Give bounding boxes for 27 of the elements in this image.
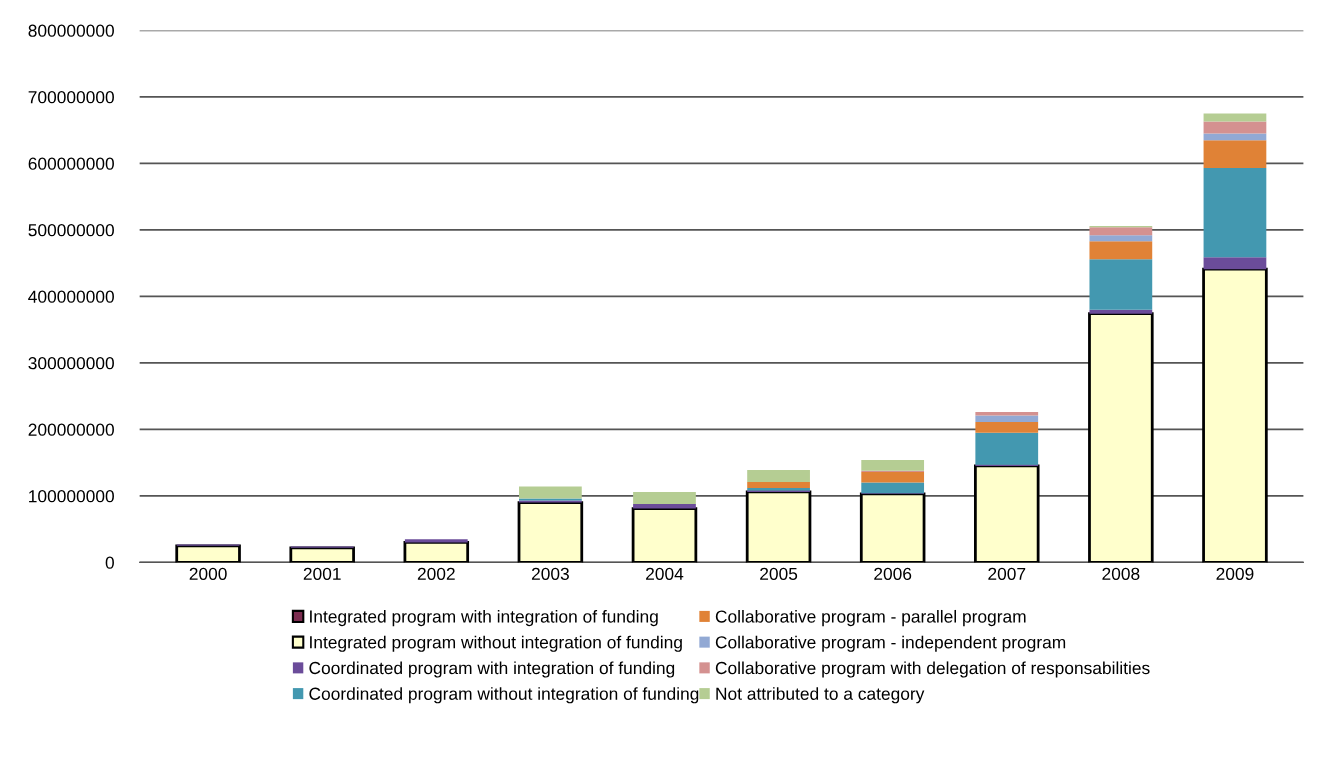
x-tick-label: 2007 — [988, 567, 1026, 581]
y-tick-label: 700000000 — [28, 91, 114, 104]
legend-label: Integrated program without integration of funding — [310, 635, 682, 652]
legend-label: Coordinated program without integration of funding — [309, 687, 699, 704]
legend-label: Coordinated program with integration of funding — [309, 661, 675, 678]
x-tick-label: 2003 — [531, 567, 569, 581]
y-tick-label: 0 — [105, 556, 114, 569]
legend-label: Integrated program with integration of funding — [310, 609, 658, 627]
x-tick-label: 2005 — [760, 567, 798, 581]
y-tick-label: 300000000 — [28, 357, 114, 370]
x-tick-label: 2009 — [1216, 567, 1254, 581]
x-tick-label: 2000 — [189, 567, 227, 581]
legend-label: Collaborative program - parallel program — [715, 609, 1026, 627]
legend-label: Collaborative program with delegation of responsabilities — [715, 661, 1150, 678]
y-tick-label: 500000000 — [28, 224, 114, 237]
legend-label: Not attributed to a category — [716, 687, 925, 704]
x-tick-label: 2002 — [417, 567, 455, 581]
y-tick-label: 600000000 — [28, 157, 114, 170]
x-tick-label: 2006 — [874, 567, 912, 581]
legend-label: Collaborative program - independent program — [715, 635, 1066, 652]
y-tick-label: 800000000 — [28, 24, 114, 37]
x-tick-label: 2004 — [646, 567, 684, 581]
x-tick-label: 2001 — [303, 567, 341, 581]
y-tick-label: 200000000 — [28, 423, 114, 436]
y-tick-label: 400000000 — [28, 290, 114, 303]
x-tick-label: 2008 — [1102, 567, 1140, 581]
y-tick-label: 100000000 — [29, 490, 114, 503]
